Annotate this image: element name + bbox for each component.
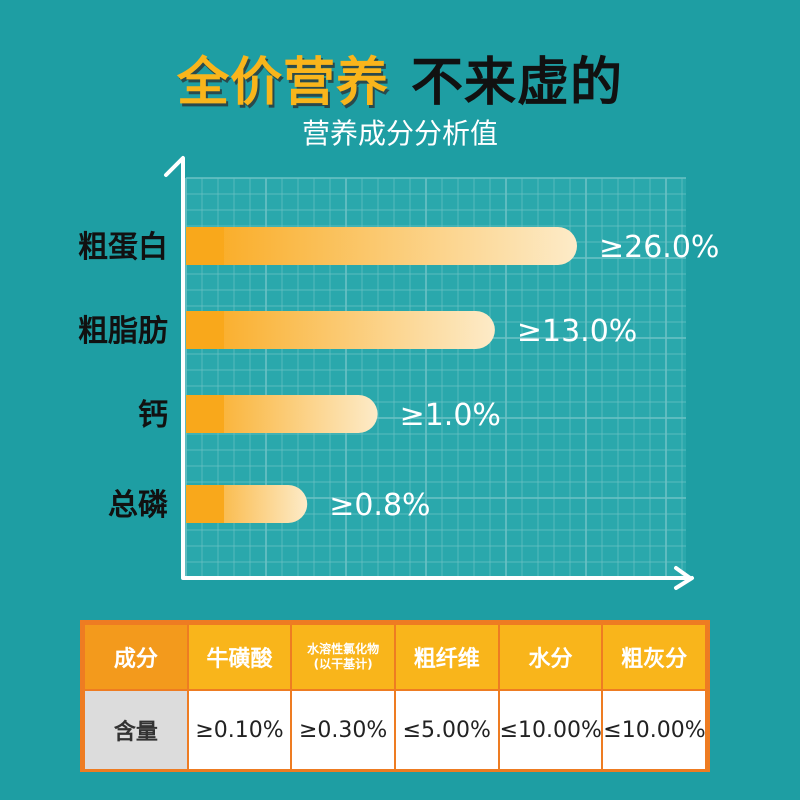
title-highlight: 全价营养	[176, 53, 389, 113]
bar	[186, 395, 378, 433]
table-row: 含量 ≥0.10% ≥0.30% ≤5.00% ≤10.00% ≤10.00%	[83, 689, 707, 771]
table-header-chloride-line2: (以干基计)	[313, 657, 373, 671]
table-header-chloride-line1: 水溶性氯化物	[307, 642, 380, 656]
bar-value-label: ≥0.8%	[329, 488, 430, 523]
bar-category-label: 总磷	[108, 488, 168, 523]
table-header-moisture: 水分	[497, 623, 604, 691]
table-header-taurine: 牛磺酸	[186, 623, 293, 691]
bar-left-edge	[186, 485, 224, 523]
table-row-label: 含量	[83, 689, 189, 771]
bar-left-edge	[186, 311, 224, 349]
table-cell-chloride: ≥0.30%	[290, 689, 396, 771]
table-cell-fiber: ≤5.00%	[393, 689, 500, 771]
table-cell-moisture: ≤10.00%	[497, 689, 604, 771]
bar-value-label: ≥13.0%	[517, 314, 637, 349]
bar-category-label: 粗脂肪	[78, 314, 168, 349]
page-subtitle: 营养成分分析值	[301, 117, 498, 150]
table-header-chloride: 水溶性氯化物 (以干基计)	[290, 623, 396, 691]
chart-axis-lines	[164, 156, 692, 580]
table-header-row: 成分 牛磺酸 水溶性氯化物 (以干基计) 粗纤维 水分 粗灰分	[83, 623, 707, 691]
x-axis-arrow	[674, 576, 694, 590]
bar-category-label: 粗蛋白	[78, 230, 168, 265]
nutrition-bar-chart: 粗蛋白 ≥26.0% 粗脂肪 ≥13.0% 钙 ≥1.0% 总磷 ≥0.8%	[78, 156, 719, 590]
page-title: 全价营养 不来虚的	[0, 40, 800, 115]
table-header-fiber: 粗纤维	[393, 623, 500, 691]
table-header-ash: 粗灰分	[601, 623, 707, 691]
bar	[186, 227, 577, 265]
ingredient-table: 成分 牛磺酸 水溶性氯化物 (以干基计) 粗纤维 水分 粗灰分 含量 ≥0.10…	[80, 620, 710, 772]
bar-left-edge	[186, 227, 224, 265]
table-cell-taurine: ≥0.10%	[186, 689, 293, 771]
table-cell-ash: ≤10.00%	[601, 689, 707, 771]
bar-left-edge	[186, 395, 224, 433]
chart-axes	[164, 156, 694, 590]
table-header-component: 成分	[83, 623, 189, 691]
bar	[186, 311, 495, 349]
title-rest: 不来虚的	[411, 53, 624, 113]
bar-value-label: ≥1.0%	[400, 398, 501, 433]
bar-category-label: 钙	[138, 398, 168, 433]
bar-value-label: ≥26.0%	[599, 230, 719, 265]
chart-bars: 粗蛋白 ≥26.0% 粗脂肪 ≥13.0% 钙 ≥1.0% 总磷 ≥0.8%	[78, 227, 719, 523]
